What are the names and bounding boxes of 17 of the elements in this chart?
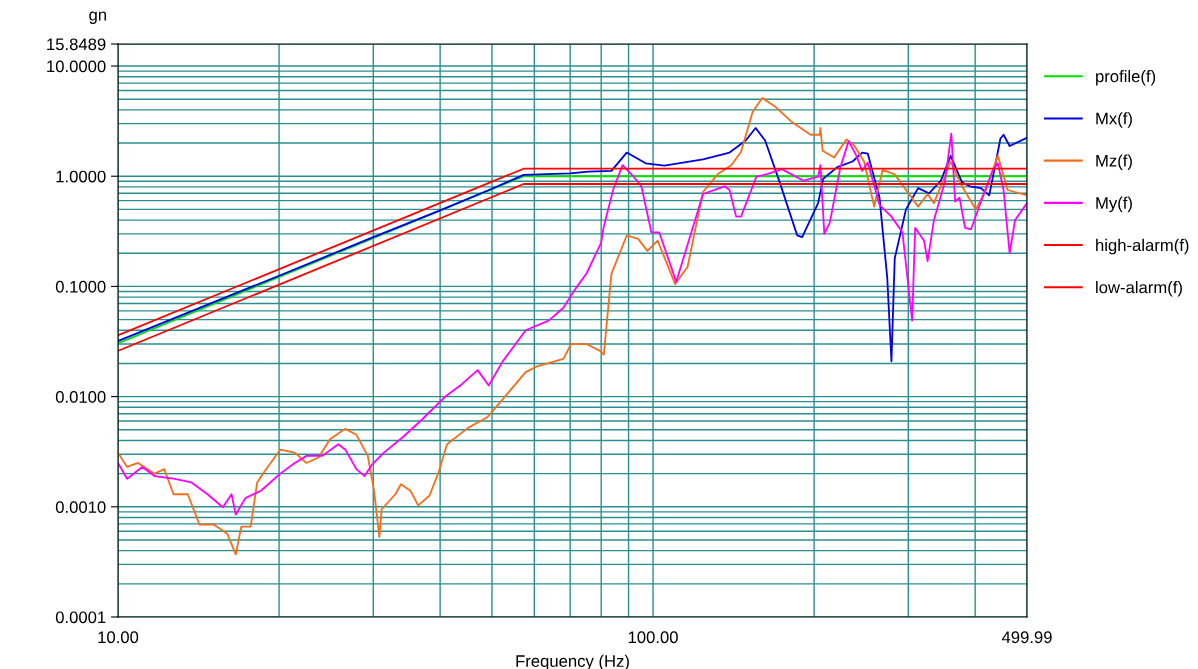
y-tick-label: 10.0000 [47,60,106,73]
legend-label: Mz(f) [1096,154,1132,170]
legend-label: low-alarm(f) [1096,281,1182,297]
y-tick-label: 0.0010 [55,501,106,514]
legend-label: high-alarm(f) [1096,238,1189,255]
y-tick-label: 1.0000 [56,170,106,183]
y-tick-label: 0.0001 [55,611,106,624]
y-tick-label: 15.8489 [47,38,106,51]
y-tick-label: 0.0100 [55,391,106,403]
y-tick-label: 0.1000 [55,280,106,293]
y-axis-title: gn [89,11,107,24]
legend-label: profile(f) [1096,70,1156,86]
x-tick-label: 100.00 [628,631,678,644]
x-tick-label: 10.00 [98,631,139,644]
x-tick-label: 499.99 [1001,631,1052,644]
legend-label: Mx(f) [1096,112,1132,128]
legend-label: My(f) [1096,196,1132,213]
